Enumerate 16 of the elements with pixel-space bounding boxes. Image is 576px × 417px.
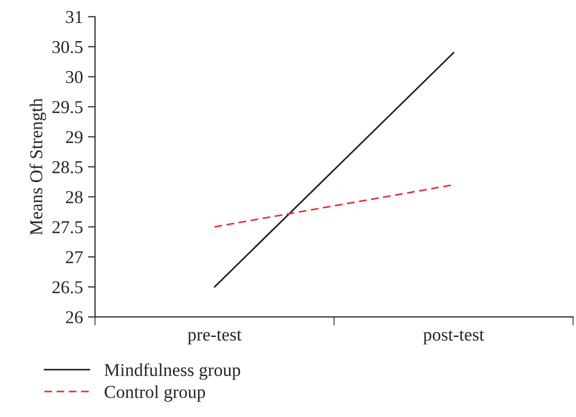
y-tick-label: 27 <box>66 251 83 264</box>
y-tick-label: 30.5 <box>52 40 83 54</box>
y-tick-label: 29.5 <box>52 101 83 114</box>
y-tick-label: 29 <box>66 131 82 144</box>
x-tick-label: post-test <box>423 330 484 344</box>
x-tick-label: pre-test <box>188 330 242 344</box>
legend-label: Control group <box>104 385 206 402</box>
y-axis-title: Means Of Strength <box>29 98 46 235</box>
legend-label: Mindfulness group <box>104 363 240 380</box>
y-tick-label: 27.5 <box>52 221 83 234</box>
y-tick-label: 28.5 <box>52 161 83 174</box>
y-tick-label: 28 <box>66 191 83 204</box>
y-tick-label: 30 <box>66 70 83 84</box>
y-tick-label: 26.5 <box>52 281 83 294</box>
y-tick-label: 31 <box>66 10 82 24</box>
y-tick-label: 26 <box>66 311 83 324</box>
